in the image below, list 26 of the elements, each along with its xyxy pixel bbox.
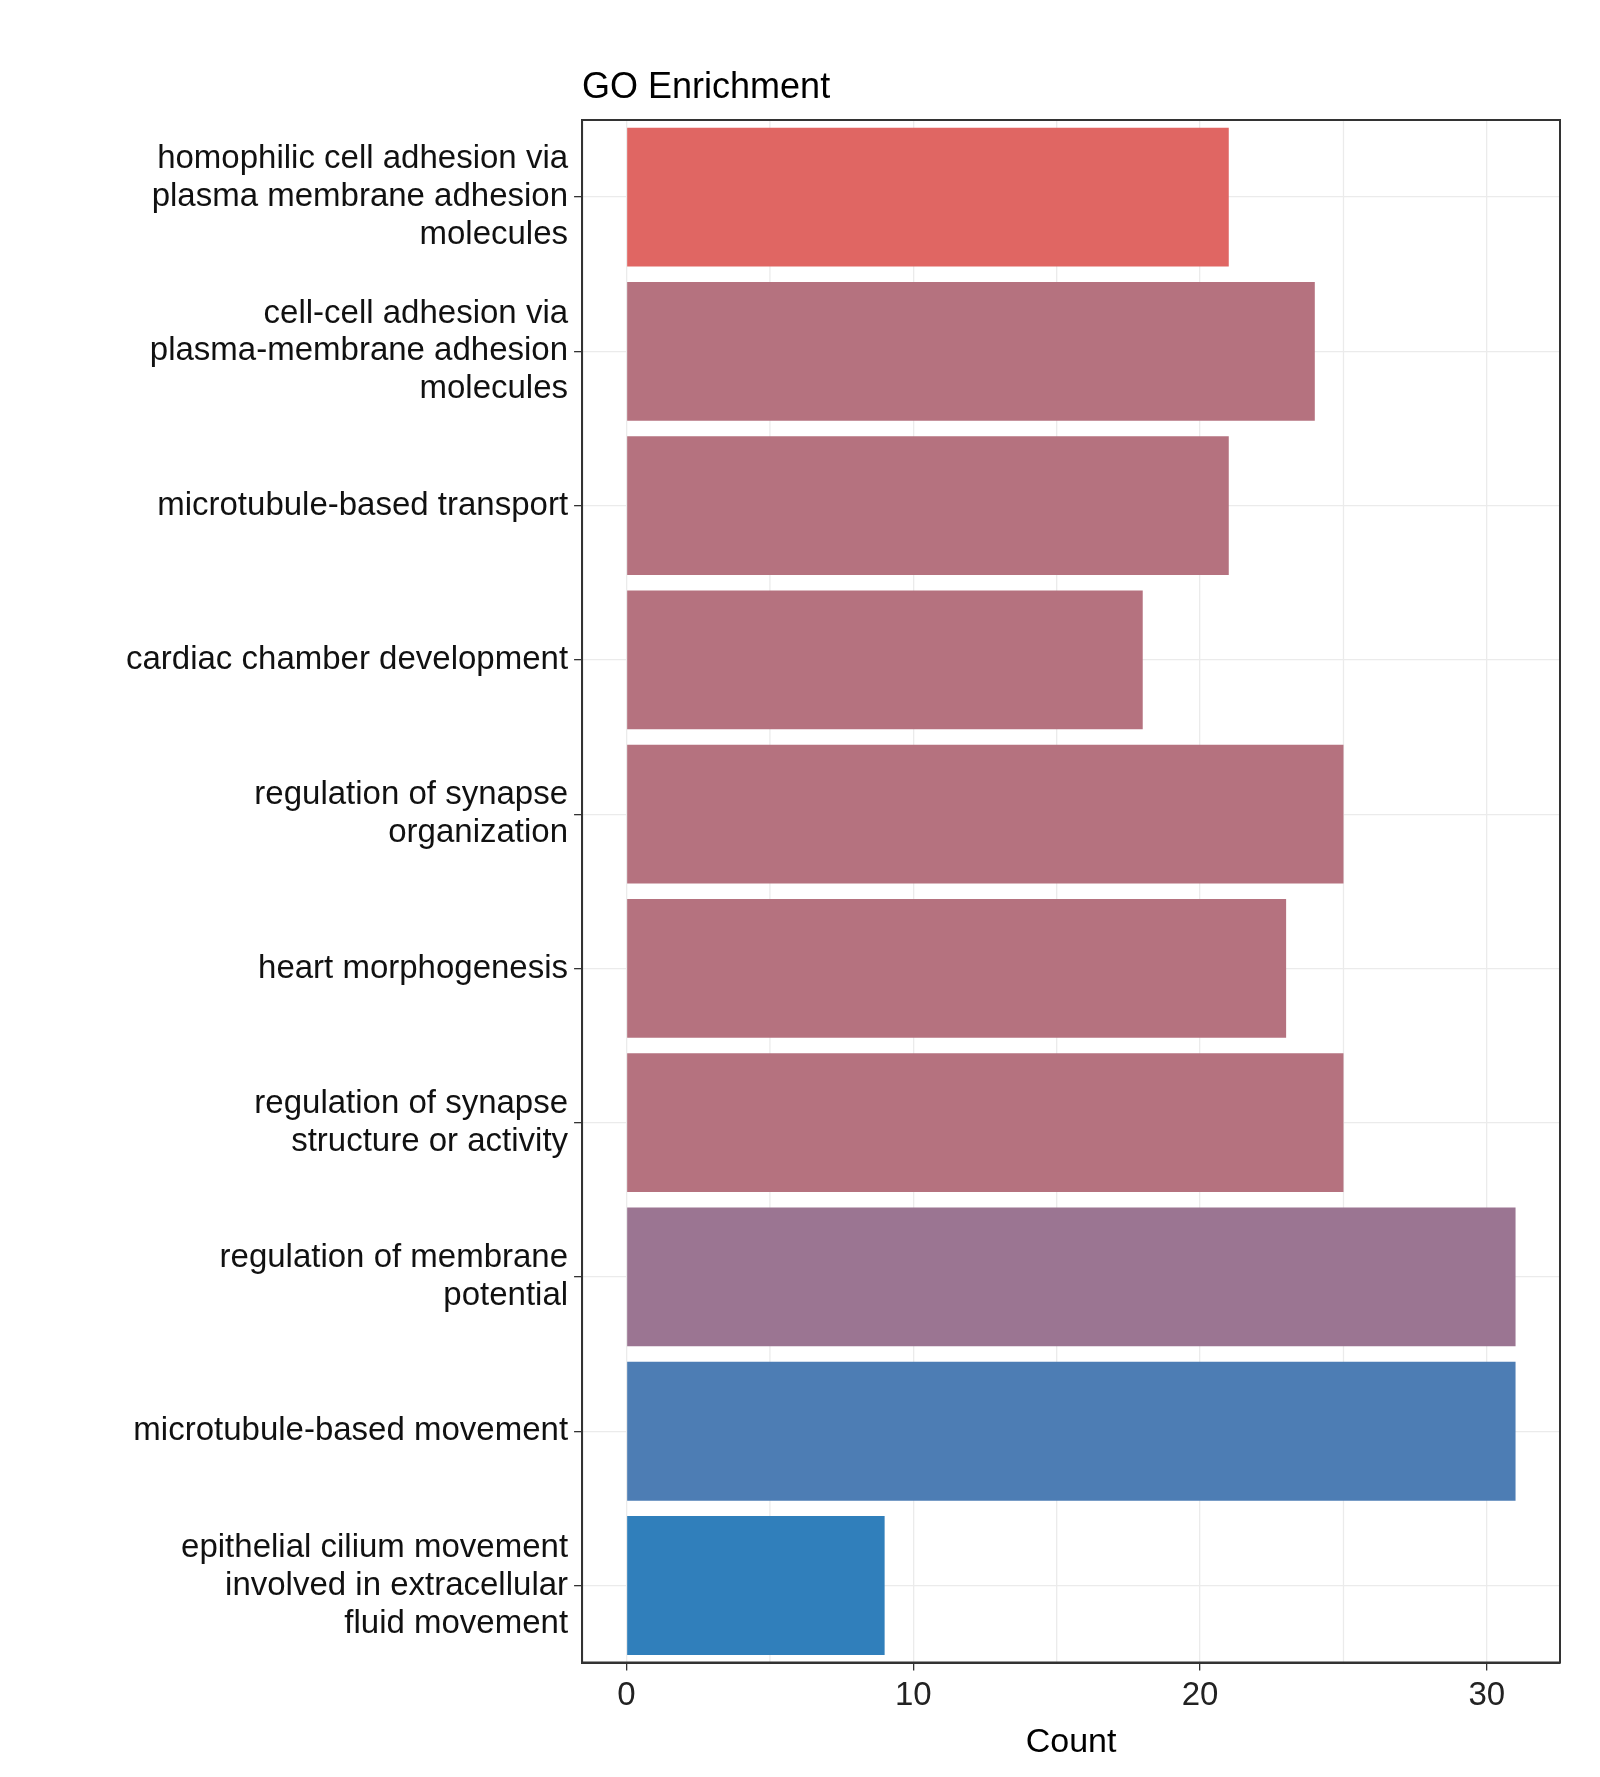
x-axis-title: Count: [1025, 1720, 1117, 1759]
bar: [627, 744, 1344, 884]
y-tick-label: regulation of synapse structure or activity: [254, 1082, 569, 1158]
bar: [627, 1207, 1516, 1347]
y-tick-label: epithelial cilium movement involved in extracellular fluid movement: [181, 1526, 569, 1640]
y-tick-label: microtubule-based movement: [133, 1410, 569, 1448]
x-tick-label: 10: [894, 1675, 932, 1713]
bar: [627, 1053, 1344, 1193]
bar: [627, 281, 1315, 421]
bar: [627, 436, 1229, 576]
y-tick-label: regulation of synapse organization: [254, 774, 569, 850]
bar: [627, 1361, 1516, 1501]
chart-title: GO Enrichment: [582, 64, 831, 106]
y-tick-label: heart morphogenesis: [258, 947, 569, 985]
x-tick-label: 20: [1181, 1675, 1219, 1713]
x-tick-label: 0: [617, 1675, 636, 1713]
y-tick-label: homophilic cell adhesion via plasma membrane adhesion molecules: [151, 138, 569, 252]
bar: [627, 127, 1229, 267]
bar: [627, 899, 1287, 1038]
bar: [627, 590, 1143, 730]
y-tick-label: microtubule-based transport: [157, 484, 569, 522]
bar: [627, 1516, 885, 1655]
y-tick-label: regulation of membrane potential: [219, 1237, 569, 1313]
y-tick-label: cardiac chamber development: [125, 639, 569, 676]
x-tick-label: 30: [1468, 1675, 1506, 1713]
y-tick-label: cell-cell adhesion via plasma-membrane adhesion molecules: [149, 292, 569, 406]
